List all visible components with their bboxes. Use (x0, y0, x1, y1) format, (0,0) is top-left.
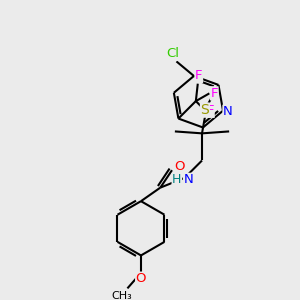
Text: S: S (200, 103, 209, 117)
Text: N: N (184, 173, 193, 186)
Text: H: H (172, 173, 182, 186)
Text: O: O (175, 160, 185, 173)
Text: CH₃: CH₃ (111, 291, 132, 300)
Text: N: N (223, 105, 233, 118)
Text: O: O (136, 272, 146, 285)
Text: F: F (195, 69, 202, 82)
Text: F: F (207, 104, 214, 117)
Text: Cl: Cl (166, 47, 179, 60)
Text: F: F (211, 87, 218, 100)
